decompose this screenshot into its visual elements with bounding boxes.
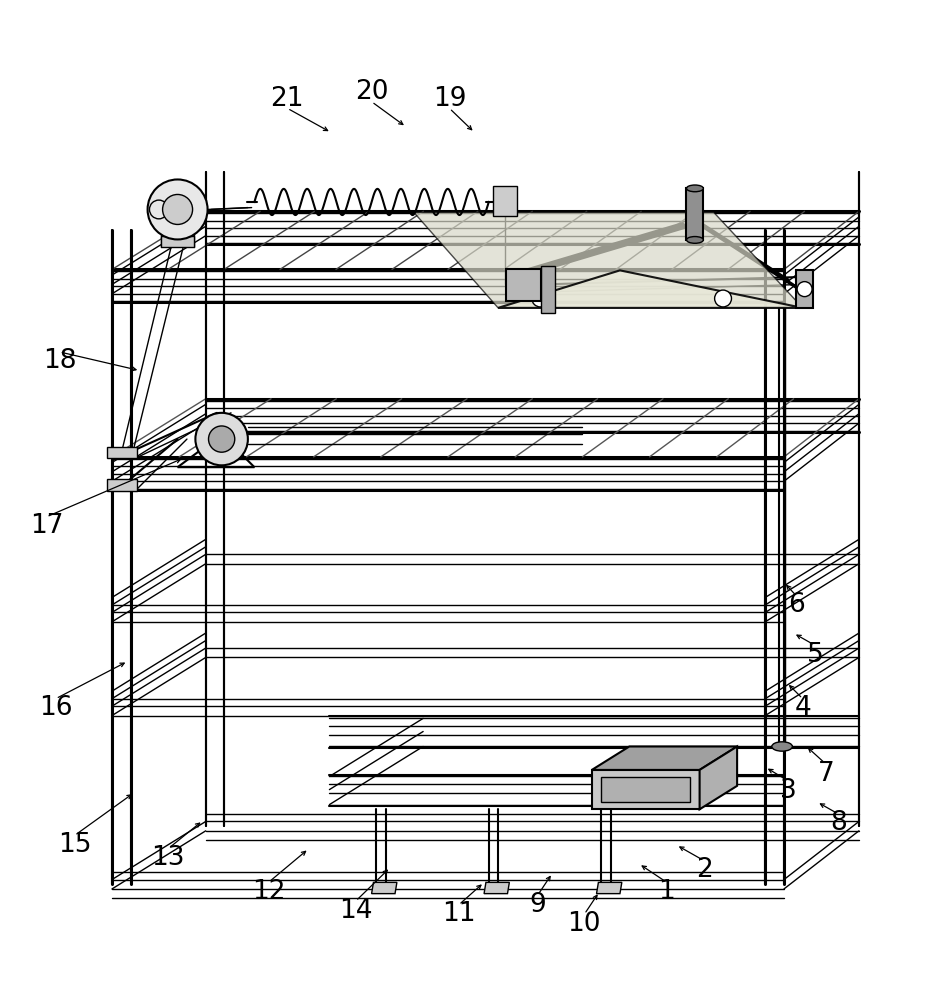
Text: 16: 16 <box>39 695 72 721</box>
Bar <box>107 447 137 458</box>
Text: 21: 21 <box>271 86 304 112</box>
Ellipse shape <box>686 237 703 243</box>
Text: 13: 13 <box>151 845 185 871</box>
Text: 4: 4 <box>794 695 811 721</box>
Text: 12: 12 <box>252 879 285 905</box>
Text: 5: 5 <box>807 642 823 668</box>
Polygon shape <box>699 746 737 809</box>
Circle shape <box>196 413 248 465</box>
Bar <box>494 186 517 216</box>
Text: 20: 20 <box>354 79 388 105</box>
Text: 17: 17 <box>30 513 63 539</box>
Polygon shape <box>371 882 397 894</box>
Text: 9: 9 <box>529 892 546 918</box>
Bar <box>506 269 541 301</box>
Text: 7: 7 <box>818 761 835 787</box>
Text: 2: 2 <box>696 857 713 883</box>
Polygon shape <box>597 882 622 894</box>
Circle shape <box>163 194 193 224</box>
Polygon shape <box>592 746 737 770</box>
Polygon shape <box>498 270 803 308</box>
Bar <box>602 777 690 802</box>
Text: 6: 6 <box>788 592 805 618</box>
Polygon shape <box>414 212 803 308</box>
Ellipse shape <box>686 185 703 192</box>
Circle shape <box>532 290 549 307</box>
Bar <box>107 479 137 491</box>
Polygon shape <box>484 882 509 894</box>
Circle shape <box>148 179 208 239</box>
Ellipse shape <box>772 742 792 751</box>
Polygon shape <box>592 770 699 809</box>
Text: 10: 10 <box>568 911 601 937</box>
Bar <box>686 188 703 240</box>
Text: 11: 11 <box>442 901 476 927</box>
Text: 18: 18 <box>42 348 76 374</box>
Circle shape <box>797 282 812 297</box>
Circle shape <box>714 290 731 307</box>
Text: 8: 8 <box>830 810 847 836</box>
Bar <box>161 236 195 247</box>
Text: 15: 15 <box>57 832 91 858</box>
Bar <box>541 266 556 313</box>
Text: 19: 19 <box>432 86 466 112</box>
Circle shape <box>209 426 235 452</box>
Text: 14: 14 <box>339 898 372 924</box>
Text: 3: 3 <box>780 778 797 804</box>
Bar <box>796 270 813 308</box>
Text: 1: 1 <box>658 879 675 905</box>
